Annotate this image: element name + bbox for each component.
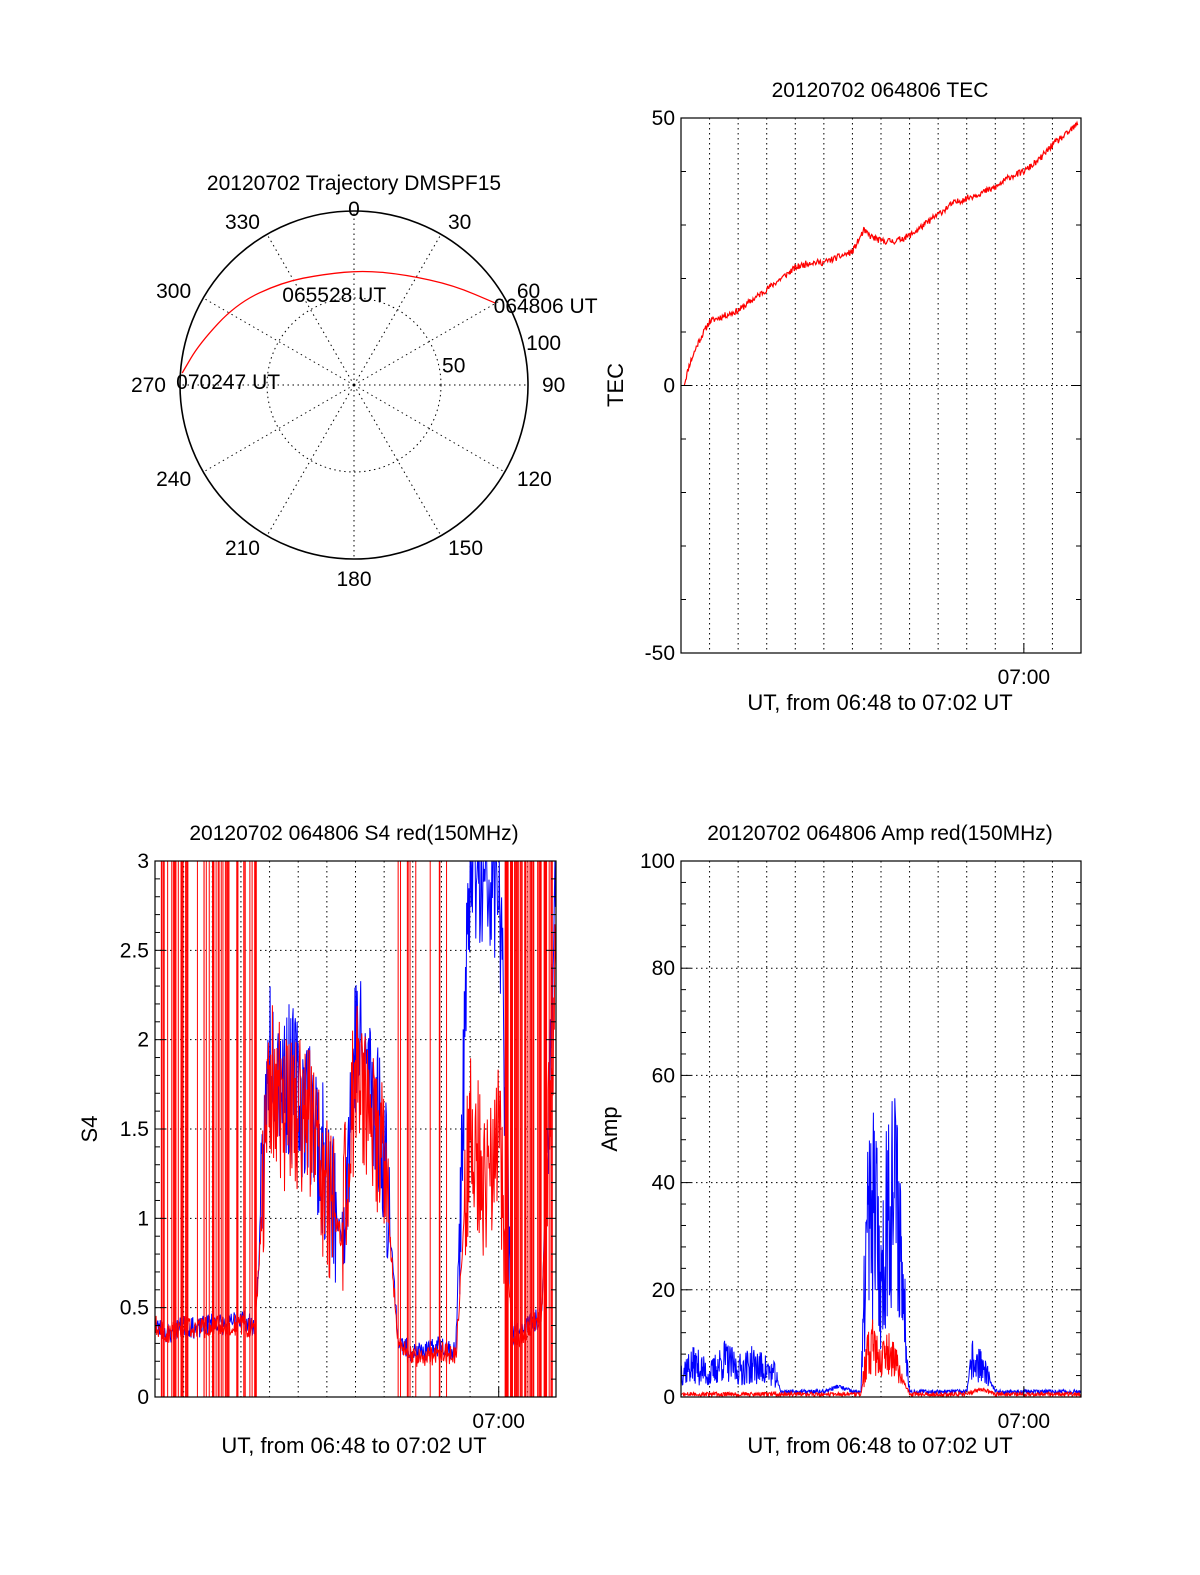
spoke-330	[266, 234, 355, 386]
tec-series	[683, 120, 1079, 386]
tec-xlabel: UT, from 06:48 to 07:02 UT	[747, 690, 1012, 715]
amp-axes-frame	[680, 860, 1082, 1398]
tec-ylabel: TEC	[603, 363, 628, 407]
s4-ylabel: S4	[77, 1116, 102, 1143]
azimuth-label-150: 150	[448, 537, 483, 560]
ytick-label-80: 80	[652, 957, 675, 980]
ytick-label-1: 1	[137, 1207, 149, 1230]
ytick-label-20: 20	[652, 1279, 675, 1302]
azimuth-label-270: 270	[131, 374, 166, 397]
ytick-label-40: 40	[652, 1172, 675, 1195]
series-line-0	[680, 1098, 1082, 1396]
ytick-label-0.5: 0.5	[120, 1297, 149, 1320]
s4-title: 20120702 064806 S4 red(150MHz)	[189, 822, 518, 845]
spoke-240	[203, 384, 355, 473]
xtick-label-0: 07:00	[998, 1410, 1051, 1433]
azimuth-label-180: 180	[336, 568, 371, 591]
spoke-60	[353, 297, 505, 386]
azimuth-label-120: 120	[517, 468, 552, 491]
spoke-120	[353, 384, 505, 473]
azimuth-label-0: 0	[348, 198, 360, 221]
tec-grid	[681, 118, 1081, 653]
azimuth-label-30: 30	[448, 211, 471, 234]
ring-50	[266, 297, 442, 473]
ytick-label-0: 0	[663, 375, 675, 398]
xtick-label-0: 07:00	[998, 666, 1051, 689]
polar-title: 20120702 Trajectory DMSPF15	[207, 172, 501, 195]
amp-series	[680, 1098, 1082, 1399]
time-label-0: 064806 UT	[494, 295, 598, 318]
series-line-0	[683, 120, 1079, 386]
xtick-label-0: 07:00	[472, 1410, 525, 1433]
spoke-300	[203, 297, 355, 386]
ring-label-50: 50	[442, 354, 465, 377]
ytick-label-50: 50	[652, 107, 675, 130]
time-label-1: 065528 UT	[282, 284, 386, 307]
polar-labels: 0 30 60 90 120 150 180 210 240 270 300 330 50 100 0648…	[131, 198, 598, 591]
spoke-30	[353, 234, 442, 386]
time-label-2: 070247 UT	[176, 371, 280, 394]
s4-panel: 20120702 064806 S4 red(150MHz) 0 0.5 1 1.5 2…	[77, 822, 557, 1458]
tec-ticks: -50 0 50 07:00	[645, 107, 1081, 689]
ytick-label-60: 60	[652, 1064, 675, 1087]
polar-outer-circle	[179, 210, 529, 560]
spoke-210	[266, 384, 355, 536]
s4-xlabel: UT, from 06:48 to 07:02 UT	[221, 1433, 486, 1458]
ytick-label-1.5: 1.5	[120, 1118, 149, 1141]
amp-title: 20120702 064806 Amp red(150MHz)	[707, 822, 1053, 845]
s4-series	[154, 860, 557, 1397]
polar-grid	[179, 210, 529, 560]
azimuth-label-300: 300	[156, 280, 191, 303]
ytick-label--50: -50	[645, 642, 675, 665]
trajectory-path	[181, 270, 496, 374]
azimuth-label-90: 90	[542, 374, 565, 397]
azimuth-label-330: 330	[225, 211, 260, 234]
tec-panel: 20120702 064806 TEC -50 0 50 07:00 TEC UT, …	[603, 79, 1082, 715]
ring-label-100: 100	[526, 332, 561, 355]
trajectory-curve	[181, 270, 496, 374]
ytick-label-2.5: 2.5	[120, 939, 149, 962]
ytick-label-100: 100	[640, 850, 675, 873]
amp-ylabel: Amp	[597, 1106, 622, 1151]
tec-title: 20120702 064806 TEC	[772, 79, 989, 102]
ytick-label-0: 0	[137, 1386, 149, 1409]
azimuth-label-210: 210	[225, 537, 260, 560]
ytick-label-3: 3	[137, 850, 149, 873]
azimuth-label-240: 240	[156, 468, 191, 491]
amp-ticks: 0 20 40 60 80 100 07:00	[640, 850, 1081, 1433]
spoke-150	[353, 384, 442, 536]
series-line-1	[154, 924, 557, 1367]
series-line-1	[680, 1319, 1082, 1399]
amp-panel: 20120702 064806 Amp red(150MHz) 0 20 40 60 8…	[597, 822, 1082, 1458]
ytick-label-0: 0	[663, 1386, 675, 1409]
s4-ticks: 0 0.5 1 1.5 2 2.5 3 07:00	[120, 850, 556, 1433]
ytick-label-2: 2	[137, 1029, 149, 1052]
trajectory-polar-plot: 20120702 Trajectory DMSPF15 0 30 60 90 120 15…	[131, 172, 598, 591]
azimuth-label-60: 60	[517, 280, 540, 303]
amp-xlabel: UT, from 06:48 to 07:02 UT	[747, 1433, 1012, 1458]
